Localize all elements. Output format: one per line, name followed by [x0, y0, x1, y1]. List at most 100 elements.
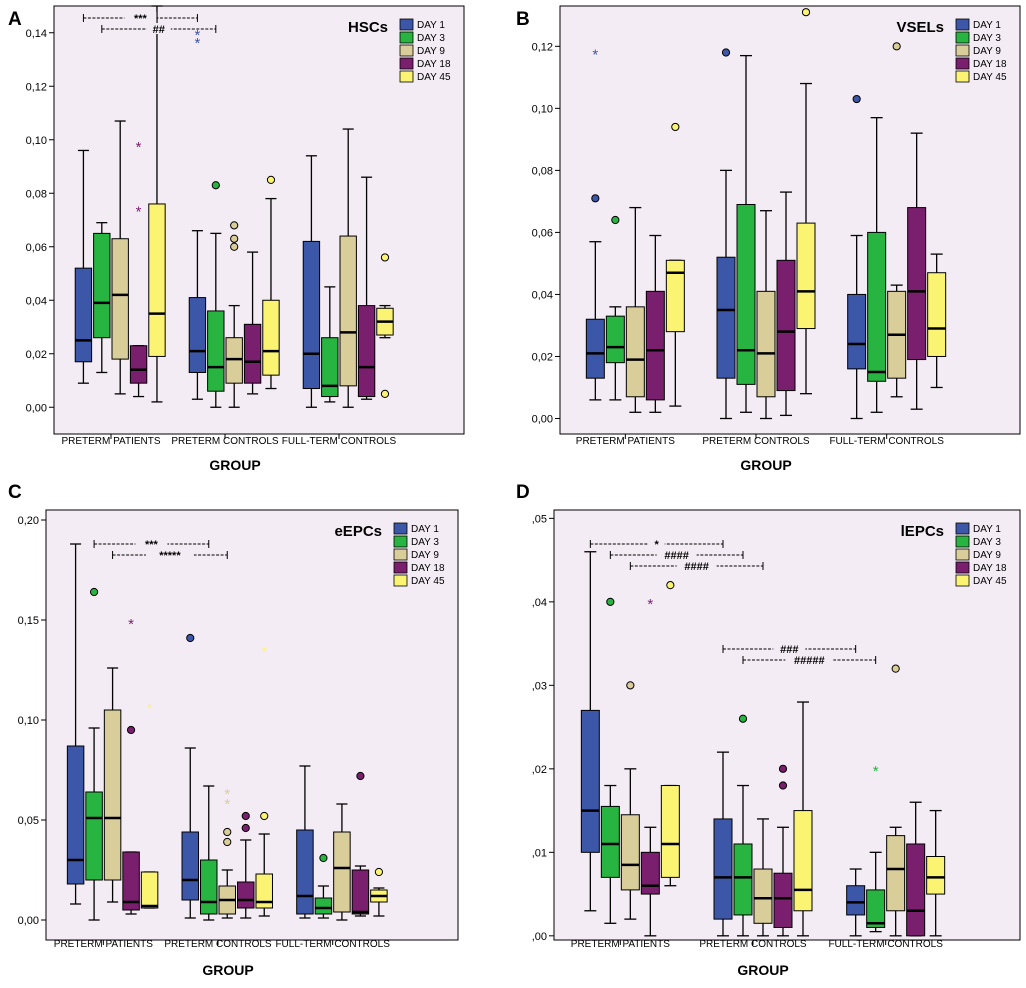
box-iqr: [321, 337, 339, 398]
legend-swatch: [393, 522, 408, 535]
outlier-star: *: [194, 35, 200, 52]
box-iqr: [600, 805, 620, 878]
box-iqr: [339, 235, 357, 387]
box-iqr: [847, 293, 867, 370]
y-tick-label: 0,14: [26, 28, 47, 40]
box-day1-2: **: [188, 27, 207, 400]
outlier-circle: [356, 771, 365, 781]
box-iqr: [713, 818, 733, 920]
box-day45-3: [926, 809, 946, 937]
outlier-star: *: [147, 700, 153, 717]
box-day3-1: [93, 222, 111, 374]
x-tick-label: PRETERM PATIENTS: [576, 436, 675, 447]
outlier-circle: [611, 215, 620, 225]
y-tick-label: 0,00: [26, 402, 47, 414]
x-axis-title: GROUP: [202, 962, 253, 978]
outlier-star: *: [592, 47, 598, 64]
box-iqr: [645, 290, 665, 401]
box-iqr: [140, 871, 159, 909]
legend-label: DAY 1: [973, 524, 1001, 535]
box-iqr: [625, 306, 645, 398]
box-iqr: [225, 337, 243, 384]
outlier-circle: [801, 8, 811, 17]
panel-letter: C: [8, 482, 22, 503]
box-day3-1: [600, 597, 620, 924]
legend-label: DAY 45: [973, 72, 1007, 83]
box-day3-3: [867, 117, 887, 413]
box-day1-2: [713, 751, 733, 937]
box-day18-2: [773, 764, 793, 937]
box-day9-2: [756, 210, 776, 420]
legend-label: DAY 3: [417, 33, 445, 44]
box-day18-3: [907, 132, 927, 410]
box-day18-3: [906, 801, 926, 937]
significance-bracket: ***: [93, 538, 210, 551]
box-iqr: [207, 310, 225, 392]
y-tick-label: 0,20: [18, 515, 39, 527]
significance-bracket: *****: [112, 549, 228, 562]
y-tick-label: 0,08: [532, 165, 553, 177]
outlier-circle: [241, 823, 250, 833]
bracket-label: ####: [684, 561, 708, 573]
box-iqr: [129, 345, 148, 384]
outlier-circle: [591, 194, 600, 203]
box-iqr: [846, 885, 866, 916]
box-iqr: [351, 869, 370, 915]
legend-swatch: [955, 574, 970, 587]
box-day9-2: [225, 221, 243, 408]
legend-swatch: [399, 57, 414, 70]
outlier-circle: [892, 42, 901, 51]
panel-letter: B: [516, 9, 530, 30]
legend-label: DAY 18: [973, 59, 1007, 70]
legend-swatch: [955, 561, 970, 574]
box-iqr: [181, 831, 200, 901]
box-day1-2: [716, 48, 736, 420]
box-day3-3: *: [866, 763, 886, 933]
box-day1-1: [74, 149, 93, 384]
legend-swatch: [955, 31, 970, 44]
legend-swatch: [393, 561, 408, 574]
box-iqr: [296, 829, 314, 915]
box-day1-1: [580, 551, 600, 912]
box-day45-2: [796, 8, 816, 395]
panel-c: C 0,00 0,05 0,10 0,15 0,20 PRETERM PATIENTS PRE…: [8, 482, 459, 978]
box-iqr: [93, 232, 111, 339]
y-tick-label: 0,08: [26, 188, 47, 200]
box-iqr: [753, 868, 773, 924]
y-tick-label: 0,10: [532, 103, 553, 115]
x-tick-label: PRETERM PATIENTS: [54, 939, 153, 950]
outlier-circle: [230, 242, 239, 251]
box-iqr: [580, 709, 600, 853]
box-iqr: [773, 872, 793, 928]
legend-swatch: [955, 548, 970, 561]
legend-label: DAY 18: [411, 563, 445, 574]
y-tick-label: 0,10: [26, 135, 47, 147]
y-tick-label: ,00: [532, 931, 547, 943]
legend-label: DAY 9: [417, 46, 445, 57]
outlier-circle: [319, 853, 328, 863]
box-iqr: [357, 305, 376, 398]
box-day3-3: [321, 286, 339, 403]
outlier-circle: [260, 811, 269, 821]
box-iqr: [111, 238, 129, 360]
box-iqr: [255, 873, 273, 909]
outlier-circle: [374, 867, 384, 877]
box-day3-2: [733, 714, 753, 937]
x-tick-label: FULL-TERM CONTROLS: [275, 939, 390, 950]
legend-label: DAY 9: [411, 550, 439, 561]
outlier-circle: [230, 234, 239, 243]
bracket-label: ***: [145, 539, 159, 551]
legend-swatch: [955, 18, 970, 31]
box-day45-3: [927, 253, 947, 389]
box-day9-3: [886, 664, 906, 937]
outlier-star: *: [136, 139, 142, 156]
chart-title: VSELs: [896, 19, 944, 36]
box-iqr: [200, 859, 218, 915]
box-iqr: [236, 881, 255, 909]
outlier-star: *: [128, 616, 134, 633]
box-day45-3: [370, 867, 388, 917]
outlier-circle: [738, 714, 748, 723]
box-day18-1: *: [122, 616, 140, 915]
